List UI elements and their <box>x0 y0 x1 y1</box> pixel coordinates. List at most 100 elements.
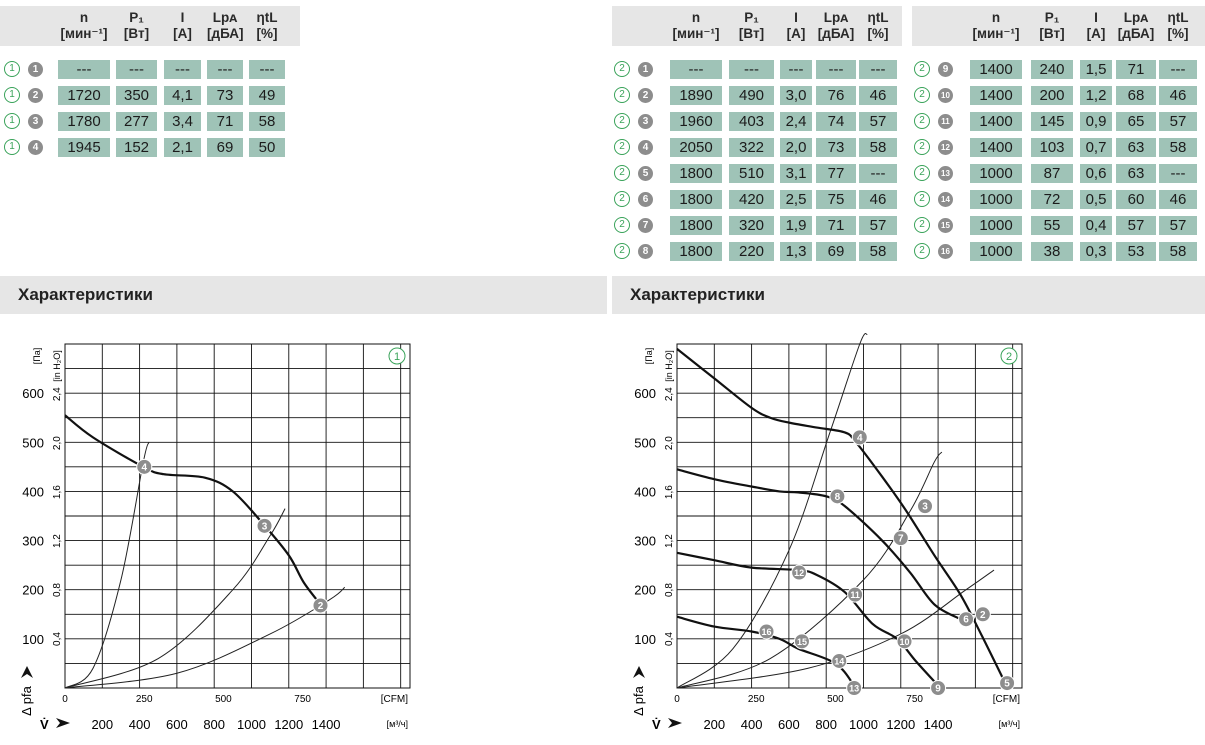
column-header-unit: [мин⁻¹] <box>672 26 720 41</box>
operating-point-marker <box>758 623 775 640</box>
table-cell: 72 <box>1031 190 1073 209</box>
column-header-unit: [Вт] <box>1039 26 1065 41</box>
x-tick-label-m3h: 400 <box>741 717 763 732</box>
column-header-symbol: P₁ <box>129 10 144 25</box>
column-header: n [мин⁻¹] <box>58 10 110 42</box>
curve-marker: 1 <box>4 87 20 103</box>
column-header-symbol: I <box>794 10 798 25</box>
column-header-unit: [%] <box>1167 26 1189 41</box>
table-cell: 1945 <box>58 138 110 157</box>
table-cell: --- <box>816 60 856 79</box>
table-cell: 1,5 <box>1080 60 1112 79</box>
table-cell: 0,4 <box>1080 216 1112 235</box>
column-header-unit: [дБА] <box>207 26 244 41</box>
curve-marker: 1 <box>4 61 20 77</box>
fan-performance-curve <box>676 468 961 621</box>
table-cell: --- <box>116 60 157 79</box>
table-cell: --- <box>859 60 897 79</box>
operating-point-marker <box>847 586 864 603</box>
table-cell: 46 <box>859 190 897 209</box>
point-marker: 11 <box>938 114 953 129</box>
table-cell: 0,5 <box>1080 190 1112 209</box>
column-header-unit: [A] <box>173 26 192 41</box>
table-cell: 1720 <box>58 86 110 105</box>
operating-point-marker <box>829 488 846 505</box>
table-cell: --- <box>164 60 201 79</box>
table-cell: 152 <box>116 138 157 157</box>
operating-point-label: 8 <box>835 492 841 503</box>
x-tick-label-m3h: 800 <box>203 717 225 732</box>
chart-id-marker <box>388 347 406 365</box>
x-axis-name: V̇ <box>652 717 661 732</box>
operating-point-marker <box>831 652 848 669</box>
x-tick-label-m3h: 1400 <box>312 717 341 732</box>
operating-point-label: 2 <box>980 610 986 621</box>
y-tick-label-inh2o: 0,8 <box>664 583 675 597</box>
column-header: Lpᴀ [дБА] <box>1116 10 1156 42</box>
table-cell: 57 <box>859 112 897 131</box>
table-cell: 2,5 <box>780 190 812 209</box>
column-header-symbol: ηtL <box>256 10 278 25</box>
column-header: P₁ [Вт] <box>729 10 774 42</box>
table-cell: --- <box>780 60 812 79</box>
table-cell: 57 <box>1116 216 1156 235</box>
x-tick-label-cfm: 500 <box>827 694 844 705</box>
table-cell: 53 <box>1116 242 1156 261</box>
table-cell: 73 <box>207 86 243 105</box>
operating-point-marker <box>791 564 808 581</box>
point-marker: 10 <box>938 88 953 103</box>
curve-marker: 2 <box>614 87 630 103</box>
x-tick-label-cfm: 750 <box>906 694 923 705</box>
table-cell: 200 <box>1031 86 1073 105</box>
point-marker: 12 <box>938 140 953 155</box>
table-cell: 1000 <box>970 216 1022 235</box>
point-marker: 14 <box>938 192 953 207</box>
operating-point-marker <box>917 498 934 515</box>
point-marker: 2 <box>638 88 653 103</box>
point-marker: 2 <box>28 88 43 103</box>
column-header: I [A] <box>164 10 201 42</box>
column-header-symbol: I <box>1094 10 1098 25</box>
column-header-symbol: n <box>991 10 1001 25</box>
table-cell: 220 <box>729 242 774 261</box>
table-cell: 145 <box>1031 112 1073 131</box>
table-cell: 420 <box>729 190 774 209</box>
y-unit-label-pa: [Па] <box>32 348 42 364</box>
system-resistance-curve <box>676 333 868 689</box>
y-tick-label-pa: 300 <box>634 534 656 549</box>
table-cell: 76 <box>816 86 856 105</box>
x-tick-label-m3h: 800 <box>815 717 837 732</box>
table-cell: 350 <box>116 86 157 105</box>
table-cell: 1400 <box>970 138 1022 157</box>
point-marker: 7 <box>638 218 653 233</box>
operating-point-label: 11 <box>850 590 860 600</box>
table-cell: --- <box>1159 164 1197 183</box>
fan-performance-curve <box>64 414 322 606</box>
x-tick-label-m3h: 1200 <box>274 717 303 732</box>
fan-performance-curve <box>676 551 939 687</box>
x-unit-label-cfm: [CFM] <box>993 694 1020 705</box>
curve-marker: 2 <box>914 87 930 103</box>
y-tick-label-inh2o: 2,4 <box>52 387 63 401</box>
curve-marker: 2 <box>614 113 630 129</box>
curve-marker: 2 <box>614 165 630 181</box>
table-cell: 1800 <box>670 242 722 261</box>
data-table-2b: n [мин⁻¹] P₁ [Вт] I [A] Lpᴀ [дБА] ηtL [%] 2 9 1400 24… <box>912 6 1205 266</box>
point-marker: 5 <box>638 166 653 181</box>
y-tick-label-inh2o: 2,0 <box>664 436 675 450</box>
operating-point-marker <box>958 611 975 628</box>
curve-marker: 2 <box>614 61 630 77</box>
y-tick-label-inh2o: 1,2 <box>52 534 63 548</box>
point-marker: 9 <box>938 62 953 77</box>
x-unit-label-m3h: [м³/ч] <box>387 719 408 729</box>
table-cell: 1000 <box>970 242 1022 261</box>
table-cell: 103 <box>1031 138 1073 157</box>
point-marker: 3 <box>28 114 43 129</box>
table-cell: 57 <box>1159 216 1197 235</box>
operating-point-label: 12 <box>794 568 804 578</box>
point-marker: 1 <box>28 62 43 77</box>
table-cell: 1800 <box>670 164 722 183</box>
column-header: ηtL [%] <box>859 10 897 42</box>
y-unit-label-pa: [Па] <box>644 348 654 364</box>
x-tick-label-cfm: 0 <box>674 694 680 705</box>
